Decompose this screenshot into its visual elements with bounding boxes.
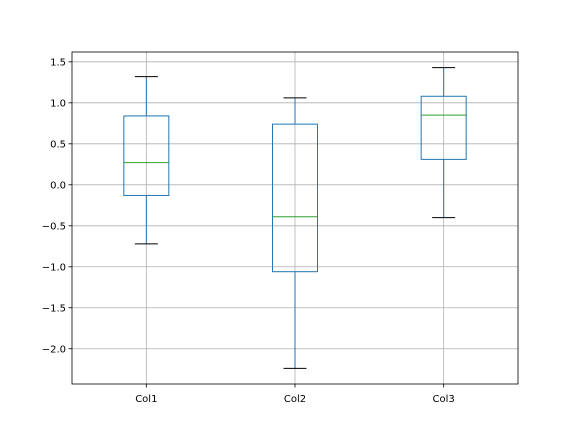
axis-ticks: 1.5 1.0 0.5 0.0 −0.5 −1.0 −1.5 −2.0 Col1 Col2 Col3 <box>42 57 455 405</box>
iqr-box <box>272 123 318 273</box>
x-tick-label: Col2 <box>284 394 306 405</box>
y-tick-label: 0.0 <box>50 180 66 191</box>
y-tick-label: 1.5 <box>50 57 66 68</box>
y-tick-label: 0.5 <box>50 139 66 150</box>
iqr-box <box>123 115 170 196</box>
y-tick-label: −1.5 <box>42 303 66 314</box>
iqr-box <box>420 95 467 160</box>
box-col3 <box>420 67 467 219</box>
box-group <box>123 67 467 369</box>
box-col1 <box>123 76 170 245</box>
y-tick-label: −1.0 <box>42 262 66 273</box>
y-tick-label: −0.5 <box>42 221 66 232</box>
box-col2 <box>272 97 318 369</box>
y-tick-label: −2.0 <box>42 344 66 355</box>
y-tick-label: 1.0 <box>50 98 66 109</box>
x-tick-label: Col1 <box>135 394 157 405</box>
x-tick-label: Col3 <box>433 394 455 405</box>
